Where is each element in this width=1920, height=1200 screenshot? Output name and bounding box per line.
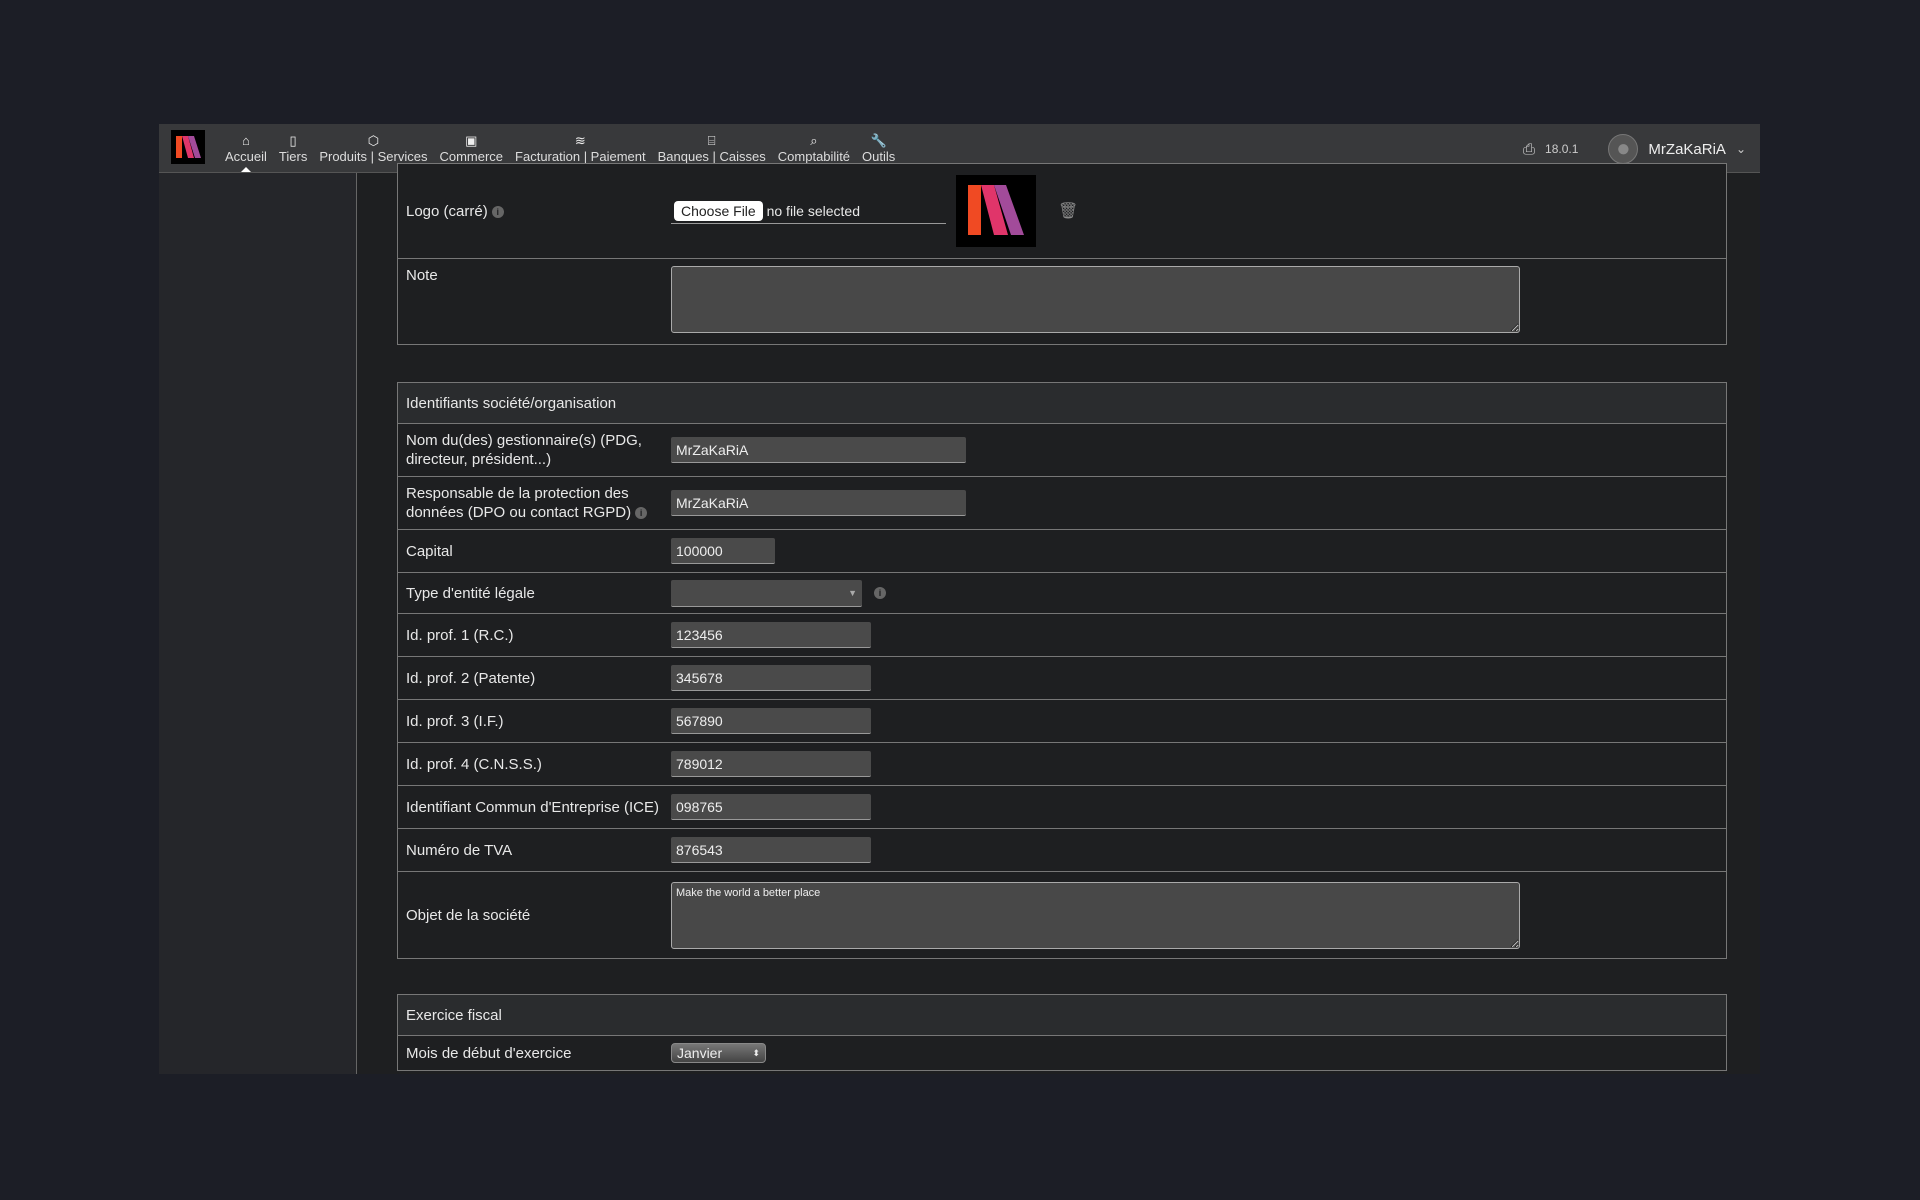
cube-icon: ⬡ [367,132,380,148]
form-row: Numéro de TVA [398,828,1726,871]
field-label: Identifiant Commun d'Entreprise (ICE) [406,798,659,816]
form-row: Responsable de la protection des données… [398,476,1726,529]
nav-item-label: Produits | Services [319,148,428,164]
nav-item-label: Commerce [439,148,504,164]
section-header-identifiers: Identifiants société/organisation [398,383,1726,423]
field-label: Id. prof. 2 (Patente) [406,669,536,687]
field-input[interactable] [671,794,871,820]
search-dollar-icon: ⌕ [810,132,818,148]
fiscal-table: Exercice fiscal Mois de début d'exercice… [397,994,1727,1071]
field-label: Numéro de TVA [406,841,513,859]
info-icon[interactable]: i [635,507,648,520]
nav-item-label: Accueil [225,148,267,164]
chevron-down-icon[interactable]: ⌄ [1735,142,1746,156]
field-input[interactable] [671,622,871,648]
info-icon[interactable]: i [491,205,504,218]
logo-preview [956,175,1036,247]
coins-icon: ≋ [574,132,586,148]
form-row: Id. prof. 4 (C.N.S.S.) [398,742,1726,785]
form-row: Id. prof. 1 (R.C.) [398,613,1726,656]
form-row: Type d'entité légale ▼ i [398,572,1726,613]
field-input[interactable] [671,490,966,516]
print-icon[interactable]: ⎙ [1523,140,1536,158]
wrench-icon: 🔧 [870,132,887,148]
suitcase-icon: ▣ [465,132,478,148]
field-label: Type d'entité légale [406,584,535,602]
company-object-textarea[interactable]: Make the world a better place [671,881,1520,949]
nav-item-commerce[interactable]: ▣ Commerce [433,124,509,172]
nav-item-banques-caisses[interactable]: ⌸ Banques | Caisses [652,124,772,172]
nav-item-label: Outils [862,148,896,164]
nav-item-label: Tiers [278,148,308,164]
nav-item-label: Comptabilité [777,148,851,164]
fiscal-month-label: Mois de début d'exercice [406,1044,572,1062]
field-input[interactable] [671,751,871,777]
nav-item-label: Facturation | Paiement [515,148,646,164]
field-label: Nom du(des) gestionnaire(s) (PDG, direct… [406,432,642,468]
field-label: Id. prof. 3 (I.F.) [406,712,504,730]
form-row: Id. prof. 3 (I.F.) [398,699,1726,742]
logo-file-input[interactable]: Choose File no file selected [671,199,946,224]
nav-item-outils[interactable]: 🔧 Outils [856,124,901,172]
form-row: Objet de la société Make the world a bett… [398,871,1726,958]
home-icon: ⌂ [242,132,250,148]
field-label: Id. prof. 4 (C.N.S.S.) [406,755,542,773]
nav-item-accueil[interactable]: ⌂ Accueil [219,124,273,172]
field-label: Id. prof. 1 (R.C.) [406,626,514,644]
left-sidebar [159,173,357,1074]
choose-file-button[interactable]: Choose File [674,200,763,221]
field-label: Objet de la société [406,906,531,924]
form-row: Identifiant Commun d'Entreprise (ICE) [398,785,1726,828]
nav-item-comptabilit-[interactable]: ⌕ Comptabilité [772,124,856,172]
field-input[interactable] [671,538,775,564]
nav-item-label: Banques | Caisses [657,148,766,164]
identifiers-table: Identifiants société/organisation Nom du… [397,382,1727,959]
app-window: ⌂ Accueil ▯ Tiers ⬡ Produits | Services ▣ Comme… [159,124,1760,1074]
logo-label: Logo (carré) [406,202,488,220]
nav-item-produits-services[interactable]: ⬡ Produits | Services [313,124,433,172]
bank-icon: ⌸ [707,132,716,148]
company-logo[interactable] [171,130,205,164]
note-label: Note [406,267,438,284]
field-label: Capital [406,542,453,560]
section-header-fiscal: Exercice fiscal [398,995,1726,1035]
fiscal-month-select[interactable]: Janvier ⬍ [671,1043,766,1063]
form-row: Nom du(des) gestionnaire(s) (PDG, direct… [398,423,1726,476]
field-input[interactable] [671,437,966,463]
nav-item-tiers[interactable]: ▯ Tiers [273,124,313,172]
dropdown-arrow-icon: ▼ [848,587,857,598]
logo-note-table: Logo (carré) i Choose File no file select… [397,163,1727,345]
field-input[interactable] [671,837,871,863]
fiscal-month-value: Janvier [677,1045,723,1061]
form-row: Capital [398,529,1726,572]
trash-icon[interactable]: 🗑 [1058,203,1079,220]
field-label: Responsable de la protection des données… [406,485,632,521]
user-menu[interactable]: MrZaKaRiA [1648,140,1726,158]
form-row: Id. prof. 2 (Patente) [398,656,1726,699]
legal-entity-select[interactable]: ▼ [671,579,862,607]
nav-item-facturation-paiement[interactable]: ≋ Facturation | Paiement [509,124,652,172]
file-status: no file selected [766,202,860,219]
avatar[interactable]: ● [1608,134,1639,164]
info-icon[interactable]: i [874,587,886,599]
version-label: 18.0.1 [1545,142,1579,156]
updown-icon: ⬍ [752,1047,760,1058]
field-input[interactable] [671,708,871,734]
field-input[interactable] [671,665,871,691]
building-icon: ▯ [289,132,297,148]
note-textarea[interactable] [671,266,1520,333]
